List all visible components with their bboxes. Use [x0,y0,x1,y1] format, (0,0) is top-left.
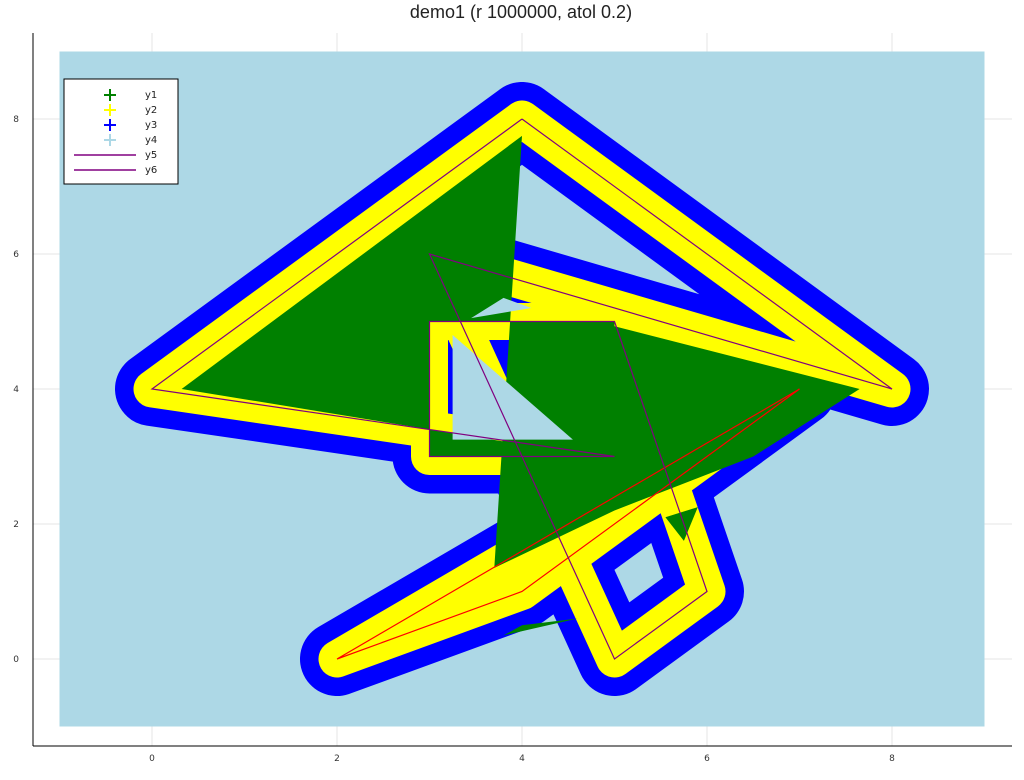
y-tick-label: 4 [13,385,19,395]
legend-label-y4: y4 [145,135,157,146]
y-tick-label: 2 [13,520,19,530]
y-tick-label: 8 [13,115,19,125]
legend-label-y5: y5 [145,150,157,161]
x-tick-label: 4 [519,754,525,764]
chart-title: demo1 (r 1000000, atol 0.2) [410,2,632,22]
y-tick-label: 0 [13,655,19,665]
boundary-lines [150,118,893,660]
fill-polygon [181,135,860,568]
boundary-line-b [336,388,800,660]
y-tick-label: 6 [13,250,19,260]
fill-hole [471,297,532,319]
legend: y1 y2 y3 y4 y5 y6 [63,78,179,185]
boundary-line-a [150,118,893,660]
legend-label-y1: y1 [145,90,157,101]
fill-hole [452,335,573,440]
legend-label-y3: y3 [145,120,157,131]
legend-box [63,78,179,185]
legend-label-y6: y6 [145,165,157,176]
x-tick-label: 6 [704,754,710,764]
fill-region-y1 [181,135,860,636]
x-tick-label: 8 [889,754,895,764]
axis-ticks: 0 2 4 6 8 0 2 4 6 8 [13,115,895,764]
legend-label-y2: y2 [145,105,157,116]
fill-polygon [503,618,578,636]
x-tick-label: 0 [149,754,155,764]
x-tick-label: 2 [334,754,340,764]
axes [32,33,1012,747]
fill-polygon [665,507,698,541]
